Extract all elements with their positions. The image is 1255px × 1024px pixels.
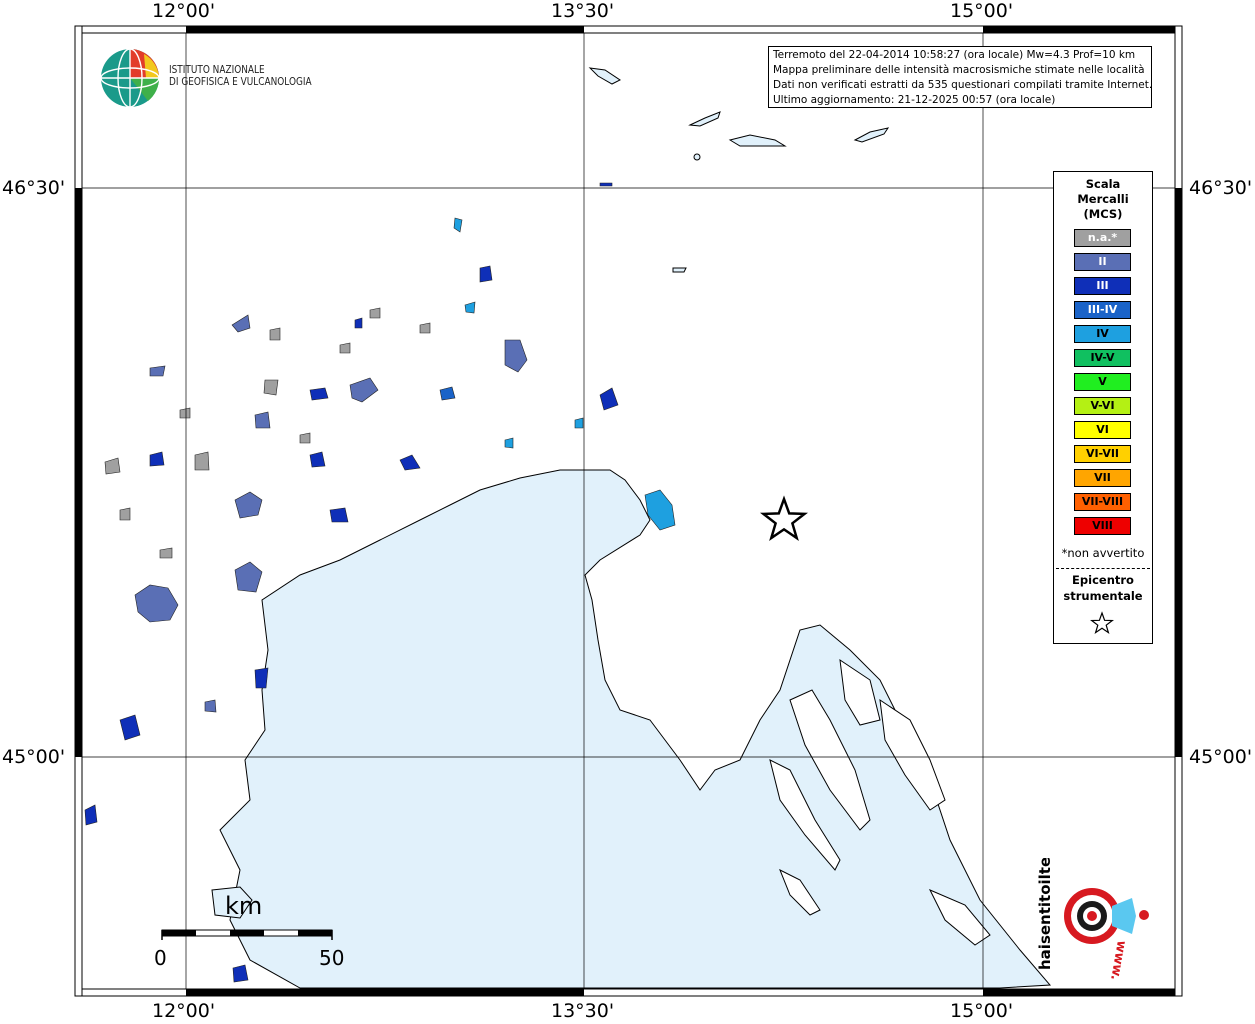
legend-title-line1: Scala — [1085, 177, 1121, 191]
info-line-4: Ultimo aggiornamento: 21-12-2025 00:57 (… — [773, 94, 1056, 106]
scale-start: 0 — [154, 946, 167, 970]
epicenter-star — [759, 495, 809, 541]
lon-tick-bottom-12: 12°00' — [152, 1000, 216, 1022]
legend-star-icon — [1090, 611, 1114, 635]
info-line-2: Mappa preliminare delle intensità macros… — [773, 64, 1145, 76]
lon-tick-top-1330: 13°30' — [551, 0, 615, 22]
ingv-name-line1: ISTITUTO NAZIONALE — [169, 64, 265, 76]
scale-bar — [161, 929, 333, 940]
legend-item: V-VI — [1074, 397, 1131, 415]
legend-item: VI — [1074, 421, 1131, 439]
legend-item: II — [1074, 253, 1131, 271]
lon-tick-top-15: 15°00' — [950, 0, 1014, 22]
legend-item: V — [1074, 373, 1131, 391]
info-line-1: Terremoto del 22-04-2014 10:58:27 (ora l… — [773, 49, 1136, 61]
legend-item: IV-V — [1074, 349, 1131, 367]
scale-end: 50 — [319, 946, 345, 970]
lat-tick-left-4630: 46°30' — [2, 177, 66, 199]
legend-item: VII-VIII — [1074, 493, 1131, 511]
mcs-legend: Scala Mercalli (MCS) n.a.* II III III-IV IV I… — [1053, 171, 1153, 644]
lat-tick-right-4630: 46°30' — [1189, 177, 1253, 199]
legend-epicenter-line1: Epicentro — [1072, 573, 1134, 587]
lon-tick-bottom-1330: 13°30' — [551, 1000, 615, 1022]
legend-title: Scala Mercalli (MCS) — [1054, 177, 1152, 222]
map-frame — [74, 25, 1183, 997]
legend-title-line3: (MCS) — [1083, 207, 1123, 221]
lon-tick-bottom-15: 15°00' — [950, 1000, 1014, 1022]
event-info-box: Terremoto del 22-04-2014 10:58:27 (ora l… — [768, 46, 1152, 108]
legend-epicenter-label: Epicentro strumentale — [1054, 572, 1152, 604]
legend-epicenter-line2: strumentale — [1063, 589, 1143, 603]
legend-item: VII — [1074, 469, 1131, 487]
intensity-patches — [84, 182, 676, 983]
legend-item: VI-VII — [1074, 445, 1131, 463]
scale-unit: km — [225, 892, 263, 920]
lat-tick-right-45: 45°00' — [1189, 746, 1253, 768]
legend-item: III — [1074, 277, 1131, 295]
sea-area — [211, 469, 1052, 989]
legend-item: VIII — [1074, 517, 1131, 535]
hst-brand-text: haisentitoilterremoto.it — [1036, 858, 1054, 970]
lon-tick-top-12: 12°00' — [152, 0, 216, 22]
hst-url-text: www. — [1107, 939, 1129, 981]
ingv-name: ISTITUTO NAZIONALE DI GEOFISICA E VULCAN… — [169, 64, 312, 88]
info-line-3: Dati non verificati estratti da 535 ques… — [773, 79, 1153, 91]
ingv-globe-logo — [100, 48, 160, 108]
lakes — [588, 67, 890, 273]
legend-separator — [1056, 568, 1150, 569]
legend-note: *non avvertito — [1061, 546, 1145, 560]
legend-title-line2: Mercalli — [1077, 192, 1129, 206]
legend-item: IV — [1074, 325, 1131, 343]
legend-item: III-IV — [1074, 301, 1131, 319]
legend-item: n.a.* — [1074, 229, 1131, 247]
hst-logo: haisentitoilterremoto.it www. — [1036, 858, 1149, 981]
lat-tick-left-45: 45°00' — [2, 746, 66, 768]
graticule — [75, 26, 1182, 996]
ingv-name-line2: DI GEOFISICA E VULCANOLOGIA — [169, 76, 312, 88]
